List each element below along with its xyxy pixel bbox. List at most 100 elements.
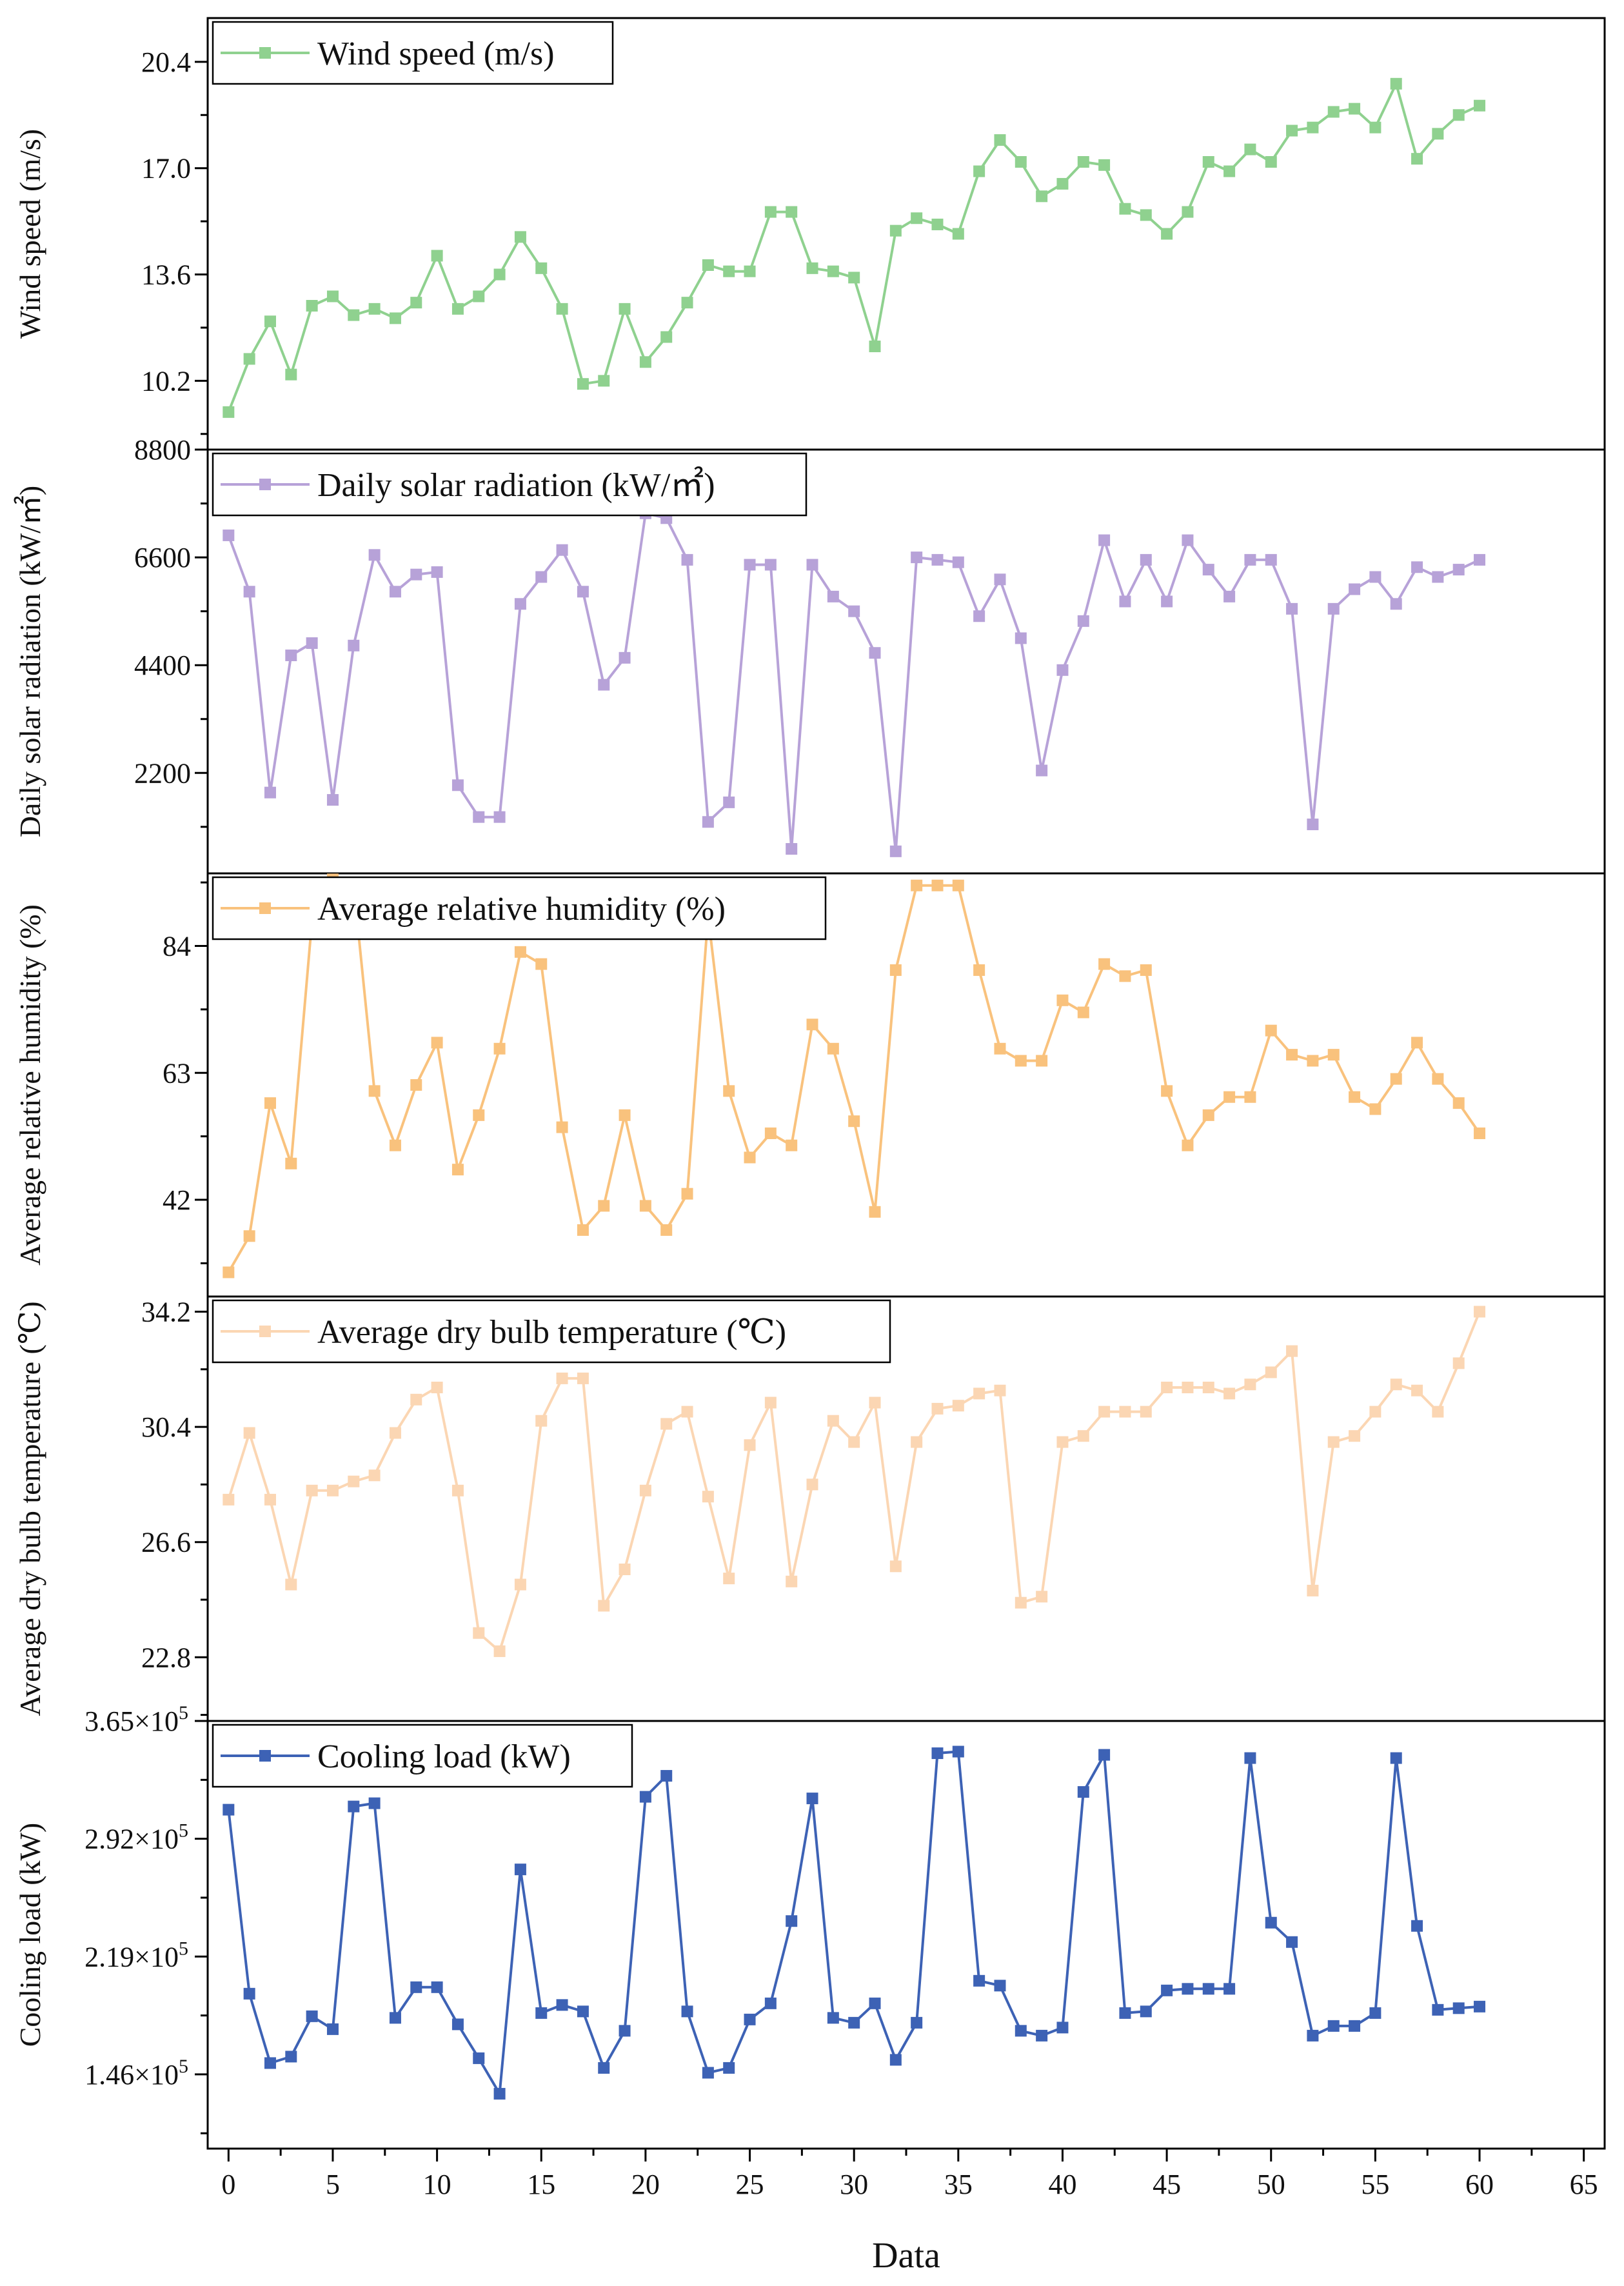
- data-point: [1369, 1406, 1381, 1418]
- x-tick-label: 25: [736, 2169, 764, 2200]
- data-point: [660, 1418, 673, 1430]
- data-point: [514, 946, 526, 958]
- data-point: [326, 290, 339, 303]
- data-point: [1244, 1752, 1256, 1764]
- data-point: [1265, 1024, 1277, 1037]
- data-point: [764, 206, 777, 218]
- x-tick-label: 45: [1153, 2169, 1181, 2200]
- series-line-solar: [227, 512, 1480, 853]
- data-point: [368, 1085, 381, 1097]
- data-point: [911, 2016, 923, 2029]
- data-point: [1432, 1073, 1444, 1085]
- data-point: [368, 1469, 381, 1482]
- data-point: [431, 1981, 443, 1993]
- data-point: [223, 529, 235, 541]
- data-point: [389, 2012, 401, 2024]
- data-point: [1411, 561, 1423, 573]
- y-tick-label: 8800: [134, 434, 191, 466]
- data-point: [702, 259, 714, 271]
- data-point: [639, 1200, 651, 1212]
- data-point: [451, 1164, 464, 1176]
- data-point: [1307, 121, 1319, 134]
- y-tick-label: 17.0: [141, 153, 191, 184]
- data-point: [243, 1987, 255, 2000]
- data-point: [514, 1578, 526, 1591]
- data-point: [264, 1493, 276, 1506]
- data-point: [1223, 165, 1236, 177]
- data-point: [1223, 590, 1236, 602]
- y-tick-label: 63: [163, 1057, 191, 1089]
- y-tick-label: 2.92×105: [84, 1820, 188, 1855]
- data-point: [1140, 2005, 1152, 2018]
- data-point: [348, 1475, 360, 1487]
- data-point: [1119, 2007, 1131, 2019]
- data-point: [1140, 209, 1152, 221]
- data-point: [764, 1127, 777, 1139]
- data-point: [681, 553, 693, 566]
- data-point: [1265, 1916, 1277, 1929]
- data-point: [431, 566, 443, 578]
- data-point: [1327, 2020, 1340, 2032]
- data-point: [1036, 1055, 1048, 1067]
- data-point: [1369, 571, 1381, 583]
- data-point: [660, 1770, 673, 1782]
- data-point: [681, 1188, 693, 1200]
- data-point: [786, 1575, 798, 1587]
- data-point: [1265, 1366, 1277, 1378]
- data-point: [264, 2057, 276, 2069]
- data-point: [1474, 553, 1486, 566]
- data-point: [1474, 2000, 1486, 2013]
- data-point: [1411, 153, 1423, 165]
- data-point: [911, 1436, 923, 1448]
- data-point: [556, 1121, 568, 1133]
- data-point: [744, 1151, 756, 1164]
- legend-box: [212, 21, 614, 85]
- data-point: [514, 1864, 526, 1876]
- data-point: [556, 544, 568, 556]
- data-point: [1056, 177, 1069, 190]
- data-point: [243, 1230, 255, 1242]
- data-point: [1369, 121, 1381, 134]
- data-point: [473, 811, 485, 823]
- data-point: [1202, 1109, 1214, 1121]
- data-point: [1327, 1049, 1340, 1061]
- data-point: [869, 341, 881, 353]
- legend-marker: [259, 902, 271, 914]
- data-point: [1286, 1049, 1298, 1061]
- x-tick-label: 0: [221, 2169, 235, 2200]
- data-point: [1286, 602, 1298, 615]
- data-point: [1327, 106, 1340, 118]
- data-point: [389, 1139, 401, 1151]
- x-tick-label: 15: [527, 2169, 555, 2200]
- data-point: [598, 1600, 610, 1612]
- data-point: [1307, 2029, 1319, 2042]
- data-point: [619, 1564, 631, 1575]
- data-point: [326, 2023, 339, 2035]
- data-point: [389, 312, 401, 324]
- y-tick-label: 2200: [134, 757, 191, 789]
- data-point: [243, 353, 255, 365]
- data-point: [493, 1042, 506, 1055]
- data-point: [1161, 595, 1173, 608]
- data-point: [285, 1578, 297, 1591]
- data-point: [1411, 1920, 1423, 1932]
- data-point: [744, 559, 756, 571]
- data-point: [1161, 228, 1173, 240]
- data-point: [306, 1484, 318, 1496]
- data-point: [619, 651, 631, 664]
- data-point: [639, 356, 651, 368]
- legend-label: Daily solar radiation (kW/㎡): [317, 466, 715, 504]
- data-point: [931, 553, 944, 566]
- legend-marker: [259, 1750, 271, 1762]
- data-point: [619, 2025, 631, 2037]
- data-point: [368, 1797, 381, 1809]
- data-point: [1244, 1378, 1256, 1391]
- y-tick-label: 34.2: [141, 1297, 191, 1328]
- data-point: [786, 206, 798, 218]
- data-point: [1349, 103, 1361, 115]
- data-point: [410, 1981, 422, 1993]
- data-point: [1286, 1345, 1298, 1357]
- data-point: [806, 1019, 818, 1031]
- data-point: [389, 586, 401, 598]
